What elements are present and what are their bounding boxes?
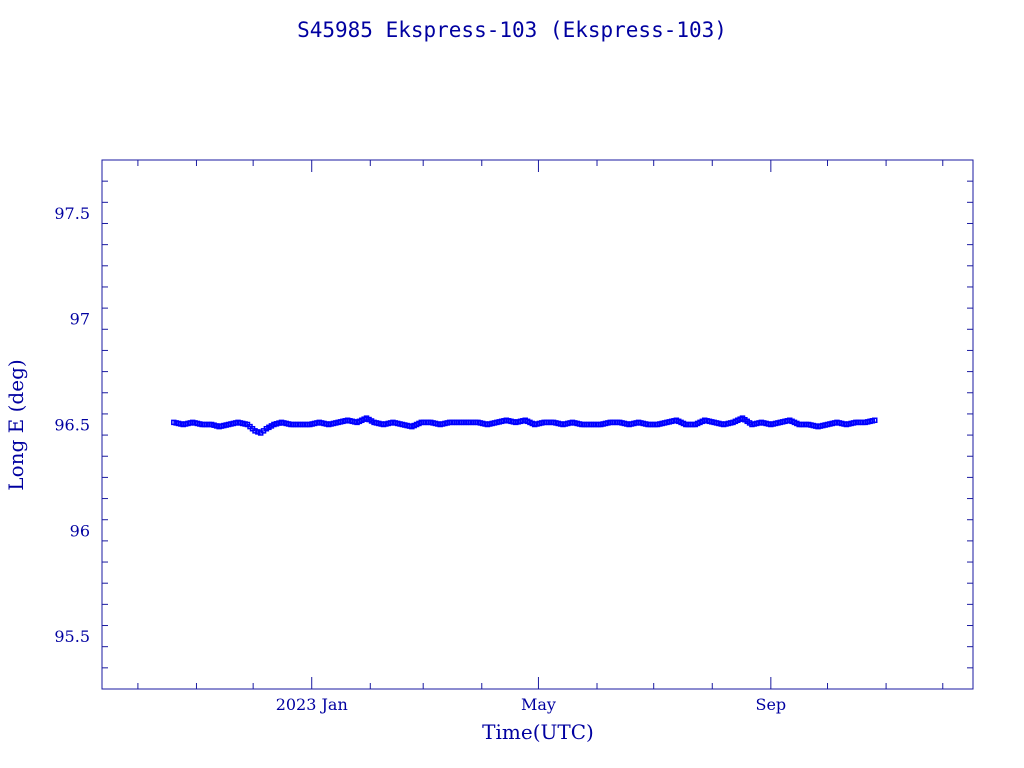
x-tick-labels: 2023 Jan May Sep (276, 695, 786, 714)
x-axis-label: Time(UTC) (482, 720, 594, 744)
y-tick-label: 97.5 (54, 204, 90, 223)
plot-frame (101, 159, 974, 690)
data-point (252, 428, 258, 434)
x-tick-label: 2023 Jan (276, 695, 348, 714)
x-tick-label: Sep (756, 695, 787, 714)
y-tick-label: 96 (70, 521, 90, 540)
y-tick-label: 97 (70, 310, 90, 329)
x-tick-label: May (521, 695, 556, 714)
data-point (255, 429, 261, 435)
y-axis-label: Long E (deg) (4, 359, 28, 490)
y-tick-label: 96.5 (54, 416, 90, 435)
axis-ticks (102, 159, 973, 690)
data-point (872, 417, 878, 424)
chart-title: S45985 Ekspress-103 (Ekspress-103) (297, 18, 727, 42)
data-series (171, 415, 878, 436)
y-tick-labels: 95.5 96 96.5 97 97.5 (54, 204, 90, 646)
y-tick-label: 95.5 (54, 627, 90, 646)
